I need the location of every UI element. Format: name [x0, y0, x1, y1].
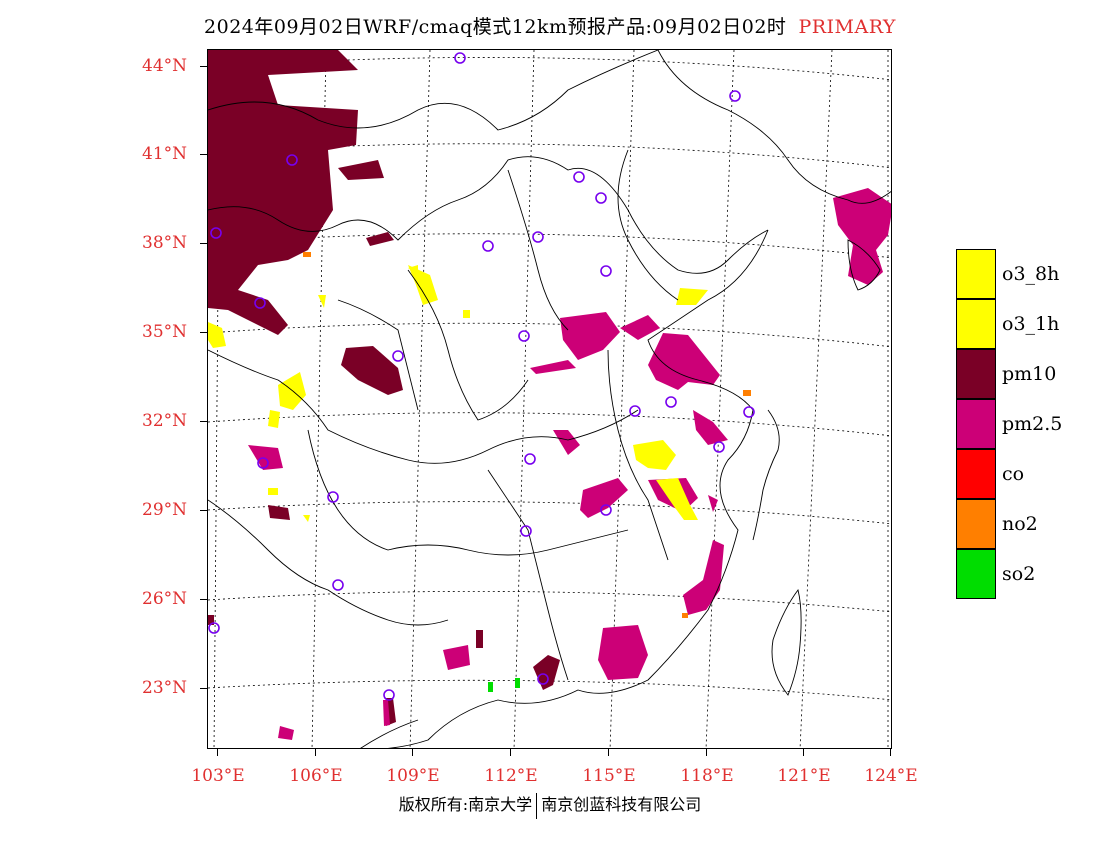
legend-swatch [956, 449, 996, 499]
legend-label: pm2.5 [1002, 413, 1063, 435]
lat-label-35: 35°N [142, 322, 188, 342]
lat-tick [200, 154, 207, 155]
lon-label-124: 124°E [864, 766, 918, 786]
legend: o3_8h o3_1h pm10 pm2.5 co no2 so2 [956, 249, 1100, 599]
map-canvas [208, 50, 891, 748]
legend-swatch [956, 349, 996, 399]
lon-tick [412, 749, 413, 756]
primary-tag: PRIMARY [798, 16, 896, 38]
legend-swatch [956, 399, 996, 449]
o3-regions [208, 265, 708, 522]
legend-swatch [956, 549, 996, 599]
lat-label-41: 41°N [142, 144, 188, 164]
legend-item-pm25: pm2.5 [956, 399, 1100, 449]
boundaries [208, 50, 891, 748]
title-text: 2024年09月02日WRF/cmaq模式12km预报产品:09月02日02时 [204, 16, 787, 38]
lon-tick [803, 749, 804, 756]
copyright-left: 版权所有:南京大学 [398, 795, 533, 814]
lon-label-121: 121°E [777, 766, 831, 786]
lon-tick [608, 749, 609, 756]
lon-label-103: 103°E [191, 766, 245, 786]
lat-label-32: 32°N [142, 411, 188, 431]
lat-tick [200, 66, 207, 67]
legend-label: pm10 [1002, 363, 1057, 385]
legend-label: so2 [1002, 563, 1036, 585]
legend-item-so2: so2 [956, 549, 1100, 599]
legend-swatch [956, 499, 996, 549]
lat-label-26: 26°N [142, 589, 188, 609]
legend-item-no2: no2 [956, 499, 1100, 549]
small-pollutant-spots [303, 252, 751, 692]
legend-item-o3-8h: o3_8h [956, 249, 1100, 299]
lon-label-118: 118°E [680, 766, 734, 786]
legend-label: no2 [1002, 513, 1038, 535]
city-markers [208, 52, 755, 701]
lon-tick [706, 749, 707, 756]
footer-separator [536, 792, 538, 819]
lat-label-38: 38°N [142, 233, 188, 253]
lon-tick [217, 749, 218, 756]
lat-tick [200, 243, 207, 244]
lon-label-112: 112°E [484, 766, 538, 786]
legend-swatch [956, 249, 996, 299]
lat-tick [200, 510, 207, 511]
lat-label-23: 23°N [142, 678, 188, 698]
map-area[interactable] [207, 49, 892, 749]
legend-swatch [956, 299, 996, 349]
lat-tick [200, 421, 207, 422]
lon-label-106: 106°E [289, 766, 343, 786]
lon-tick [510, 749, 511, 756]
pm25-regions [248, 188, 891, 740]
legend-item-pm10: pm10 [956, 349, 1100, 399]
copyright-footer: 版权所有:南京大学 南京创蓝科技有限公司 [0, 791, 1100, 819]
lat-label-44: 44°N [142, 56, 188, 76]
lon-label-109: 109°E [386, 766, 440, 786]
lon-tick [890, 749, 891, 756]
legend-item-co: co [956, 449, 1100, 499]
copyright-right: 南京创蓝科技有限公司 [541, 795, 702, 814]
lon-tick [315, 749, 316, 756]
legend-label: co [1002, 463, 1025, 485]
lat-tick [200, 332, 207, 333]
lon-label-115: 115°E [582, 766, 636, 786]
map-title: 2024年09月02日WRF/cmaq模式12km预报产品:09月02日02时 P… [0, 12, 1100, 39]
lat-label-29: 29°N [142, 500, 188, 520]
lat-tick [200, 688, 207, 689]
pm10-regions [208, 50, 560, 726]
legend-label: o3_1h [1002, 313, 1060, 335]
legend-label: o3_8h [1002, 263, 1060, 285]
legend-item-o3-1h: o3_1h [956, 299, 1100, 349]
lat-tick [200, 599, 207, 600]
